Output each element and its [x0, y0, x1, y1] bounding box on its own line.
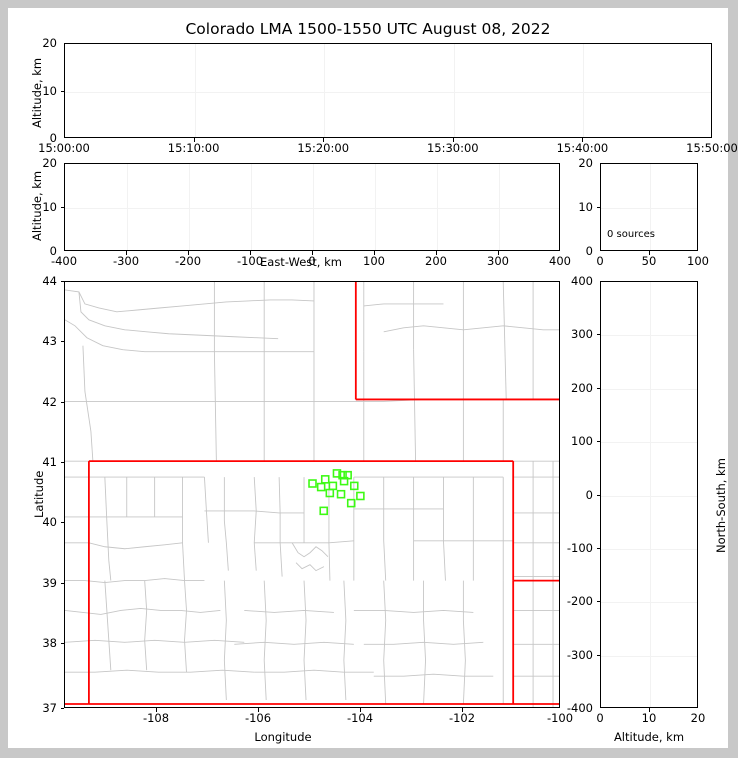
time-panel-ytick-0: 0: [49, 131, 57, 145]
ns-panel-ytick-minus100: -100: [566, 540, 593, 555]
ns-panel-ytick-200: 200: [571, 380, 593, 395]
ew-panel-xtick-2: -200: [174, 254, 202, 268]
county-boundaries: [65, 282, 559, 707]
map-xtick-minus104: -104: [346, 711, 374, 725]
lma-station-marker: [356, 491, 365, 501]
map-xtick-minus106: -106: [244, 711, 272, 725]
hist-panel-xtick-50: 50: [641, 254, 657, 268]
ns-panel-ytick-300: 300: [571, 327, 593, 342]
ns-panel-ytick-minus200: -200: [566, 594, 593, 609]
map-ytick-40: 40: [42, 515, 57, 529]
time-panel-xtick-5: 15:50:00: [686, 141, 738, 155]
lma-station-marker: [332, 469, 342, 478]
map-geography: [65, 282, 559, 707]
ew-panel-xtick-0: -400: [50, 254, 78, 268]
ns-panel-xtick-10: 10: [641, 711, 657, 725]
lma-station-marker: [319, 506, 328, 516]
time-height-panel[interactable]: [64, 43, 712, 138]
map-xtick-minus102: -102: [448, 711, 476, 725]
lma-figure: Colorado LMA 1500-1550 UTC August 08, 20…: [8, 8, 738, 748]
ew-panel-xtick-1: -300: [112, 254, 140, 268]
lma-station-markers: [308, 469, 365, 516]
lma-station-marker: [339, 476, 349, 486]
map-ytick-38: 38: [42, 636, 57, 650]
east-west-height-panel[interactable]: [64, 163, 560, 251]
ns-panel-ylabel: North-South, km: [714, 458, 728, 553]
time-panel-xtick-2: 15:20:00: [297, 141, 350, 155]
map-ytick-43: 43: [42, 334, 57, 348]
lma-station-marker: [316, 482, 326, 492]
lma-station-marker: [346, 498, 356, 508]
ew-panel-ylabel: Altitude, km: [30, 170, 44, 241]
ew-panel-xtick-5: 100: [363, 254, 385, 268]
ew-panel-xtick-4: 0: [308, 254, 316, 268]
state-boundaries: [65, 282, 559, 705]
time-panel-xtick-3: 15:30:00: [426, 141, 479, 155]
hist-panel-ytick-10: 10: [578, 200, 593, 214]
lma-station-marker: [328, 481, 338, 491]
hist-panel-ytick-20: 20: [578, 156, 593, 170]
map-xlabel: Longitude: [254, 730, 312, 744]
ew-panel-ytick-10: 10: [42, 200, 57, 214]
ew-panel-xlabel: East-West, km: [260, 255, 342, 269]
ns-panel-xtick-0: 0: [596, 711, 604, 725]
ns-panel-ytick-0: 0: [585, 487, 593, 502]
map-ytick-39: 39: [42, 576, 57, 590]
time-panel-ytick-20: 20: [42, 36, 57, 50]
map-xtick-minus108: -108: [142, 711, 170, 725]
hist-panel-ytick-0: 0: [585, 244, 593, 258]
hist-panel-xtick-0: 0: [596, 254, 604, 268]
ew-panel-ytick-20: 20: [42, 156, 57, 170]
lma-station-marker: [320, 475, 330, 484]
map-xtick-minus100: -100: [546, 711, 574, 725]
lma-station-marker: [308, 479, 317, 488]
source-count-annotation: 0 sources: [607, 229, 655, 240]
time-panel-ytick-10: 10: [42, 83, 57, 98]
ew-panel-xtick-6: 200: [425, 254, 447, 268]
ew-panel-xtick-7: 300: [487, 254, 509, 268]
ns-panel-ytick-minus400: -400: [566, 701, 593, 715]
ns-panel-ytick-400: 400: [571, 274, 593, 288]
map-ylabel: Latitude: [32, 470, 46, 518]
map-ytick-42: 42: [42, 395, 57, 409]
time-panel-xtick-0: 15:00:00: [38, 141, 90, 155]
lma-station-marker: [325, 488, 335, 498]
hist-panel-xtick-100: 100: [687, 254, 709, 268]
north-south-height-panel[interactable]: [600, 281, 698, 708]
lma-station-marker: [349, 481, 359, 491]
map-ytick-44: 44: [42, 274, 57, 288]
ns-panel-ytick-minus300: -300: [566, 647, 593, 662]
map-panel[interactable]: [64, 281, 560, 708]
ns-panel-xtick-20: 20: [690, 711, 706, 725]
lma-station-marker: [338, 470, 347, 480]
figure-title: Colorado LMA 1500-1550 UTC August 08, 20…: [185, 20, 551, 38]
map-ytick-37: 37: [42, 701, 57, 715]
time-panel-ylabel: Altitude, km: [30, 57, 44, 128]
ns-panel-ytick-100: 100: [571, 434, 593, 449]
map-ytick-41: 41: [42, 455, 57, 469]
time-panel-xtick-4: 15:40:00: [556, 141, 609, 155]
source-histogram-panel[interactable]: 0 sources: [600, 163, 698, 251]
ew-panel-xtick-3: -100: [236, 254, 264, 268]
ew-panel-xtick-8: 400: [549, 254, 571, 268]
ew-panel-ytick-0: 0: [49, 244, 57, 258]
lma-station-marker: [336, 489, 346, 499]
time-panel-xtick-1: 15:10:00: [167, 141, 220, 155]
ns-panel-xlabel: Altitude, km: [613, 730, 685, 744]
